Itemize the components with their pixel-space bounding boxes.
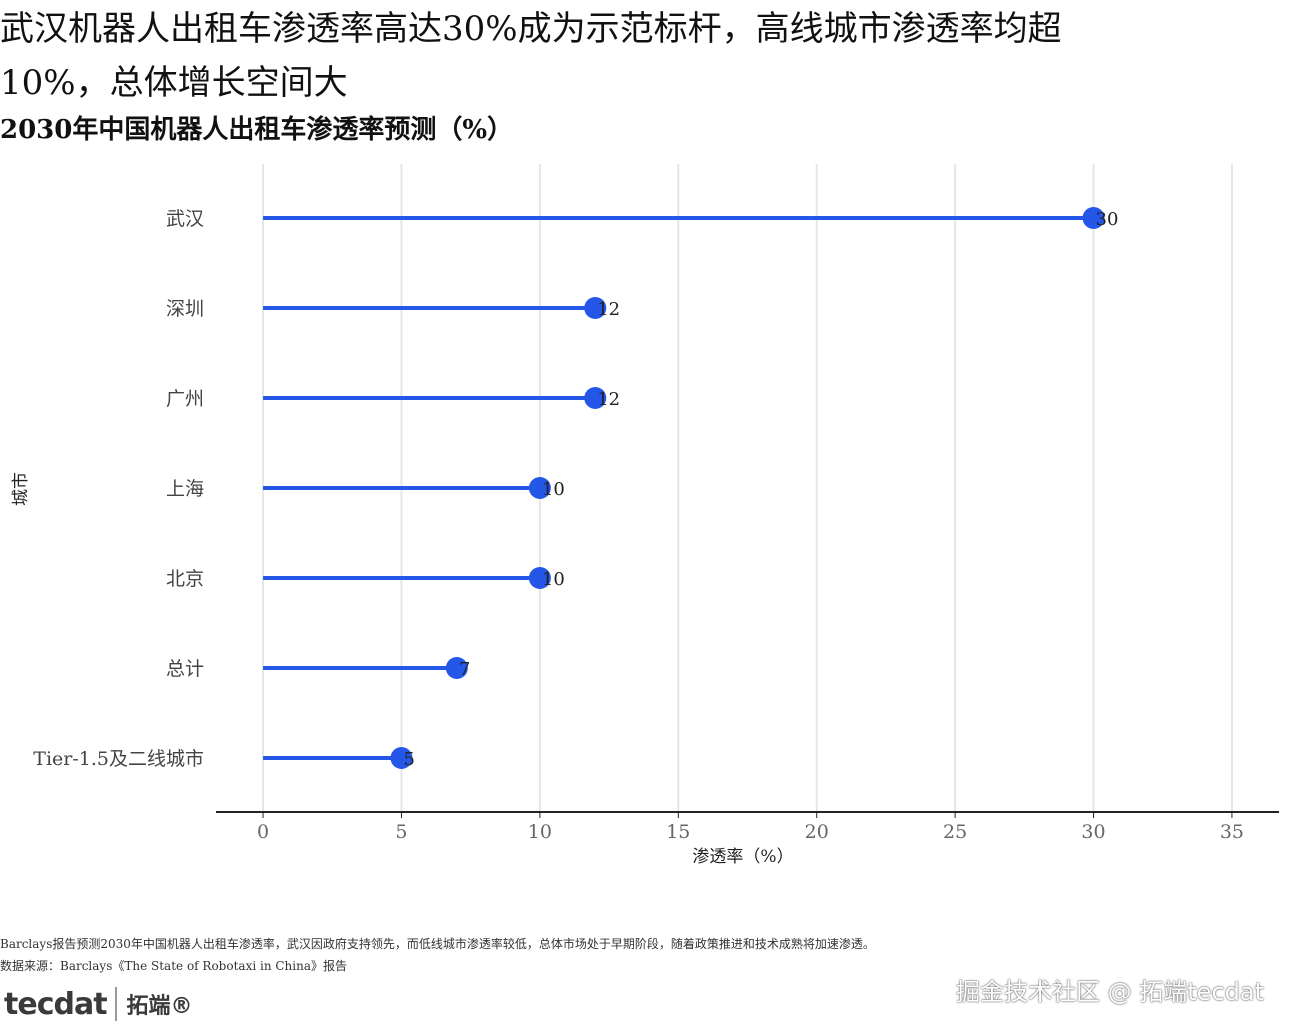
dot-5 <box>445 657 468 679</box>
x-tick-label-15: 15 <box>666 821 690 843</box>
y-axis-title: 城市 <box>11 472 31 506</box>
y-tick-label-2: 广州 <box>166 388 204 410</box>
tecdat-logo: tecdat 拓端® <box>4 980 193 1028</box>
lollipop-dots <box>390 207 1105 769</box>
logo-chinese-name: 拓端® <box>126 994 193 1019</box>
y-tick-label-4: 北京 <box>166 568 204 590</box>
dot-4 <box>528 567 551 589</box>
x-tick-label-25: 25 <box>943 821 967 843</box>
y-tick-label-1: 深圳 <box>166 298 204 320</box>
dot-1 <box>584 297 607 319</box>
logo-divider <box>114 987 117 1021</box>
data-label-3: 10 <box>542 479 565 500</box>
y-tick-label-5: 总计 <box>166 658 204 680</box>
x-axis-title: 渗透率（%） <box>692 847 793 867</box>
data-label-1: 12 <box>597 299 620 320</box>
chart-subtitle: 2030年中国机器人出租车渗透率预测（%） <box>0 115 514 145</box>
y-tick-label-3: 上海 <box>166 478 204 500</box>
dot-0 <box>1082 207 1105 229</box>
data-label-5: 7 <box>459 659 470 680</box>
dot-3 <box>528 477 551 499</box>
lollipop-chart: 30 12 12 10 10 7 5 0 5 10 15 20 25 30 35 武汉深圳广州上海北京总计… <box>11 164 1279 867</box>
chart-note: Barclays报告预测2030年中国机器人出租车渗透率，武汉因政府支持领先，而… <box>0 937 875 951</box>
x-axis: 0 5 10 15 20 25 30 35 <box>216 811 1279 843</box>
lollipop-stems <box>263 216 1094 760</box>
x-tick-label-30: 30 <box>1081 821 1105 843</box>
y-tick-label-0: 武汉 <box>166 208 204 230</box>
x-tick-label-0: 0 <box>257 821 269 843</box>
data-label-4: 10 <box>542 569 565 590</box>
dot-6 <box>390 747 413 769</box>
x-tick-label-5: 5 <box>395 821 407 843</box>
x-tick-label-35: 35 <box>1220 821 1244 843</box>
logo-mark: tecdat <box>4 986 108 1022</box>
data-label-2: 12 <box>597 389 620 410</box>
x-tick-label-20: 20 <box>805 821 829 843</box>
data-labels: 30 12 12 10 10 7 5 <box>403 209 1118 770</box>
y-tick-label-6: Tier-1.5及二线城市 <box>33 748 204 770</box>
dot-2 <box>584 387 607 409</box>
data-source: 数据来源：Barclays《The State of Robotaxi in C… <box>0 959 347 973</box>
x-tick-label-10: 10 <box>528 821 552 843</box>
watermark: 掘金技术社区 @ 拓端tecdat <box>956 978 1264 1006</box>
chart-title: 武汉机器人出租车渗透率高达30%成为示范标杆，高线城市渗透率均超10%，总体增长… <box>0 9 1062 103</box>
data-label-0: 30 <box>1096 209 1119 230</box>
data-label-6: 5 <box>403 749 414 770</box>
